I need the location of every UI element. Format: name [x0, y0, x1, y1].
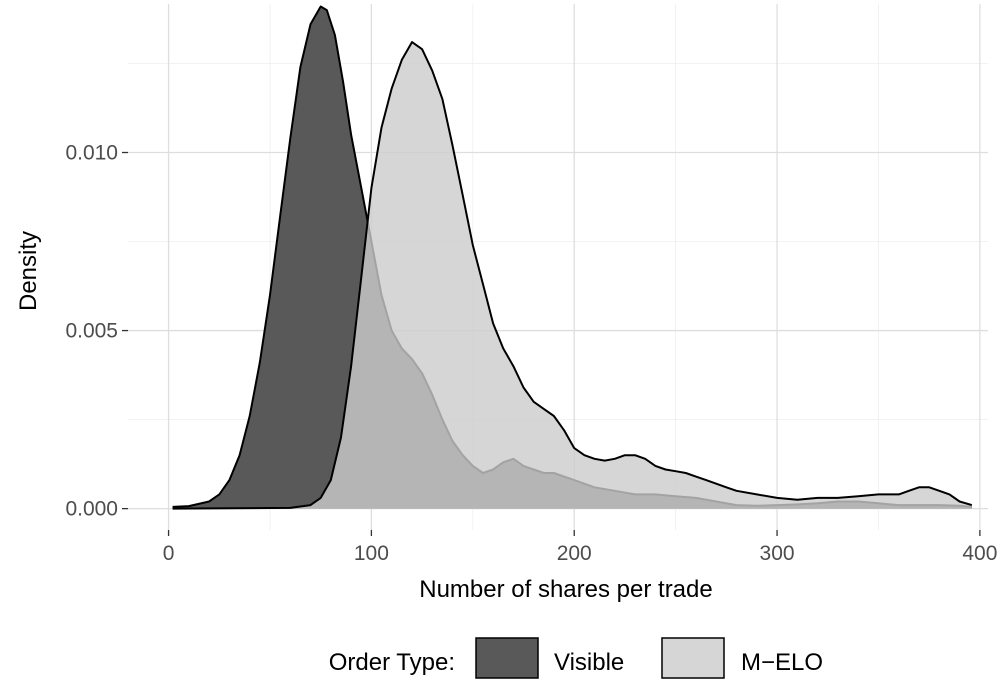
density-areas — [172, 5, 973, 510]
y-tick-label: 0.010 — [65, 142, 118, 165]
y-tick-label: 0.000 — [65, 498, 118, 521]
y-tick-label: 0.005 — [65, 320, 118, 343]
x-tick-label: 400 — [962, 542, 997, 565]
density-area-m-elo — [172, 42, 972, 509]
y-axis-title: Density — [15, 231, 42, 311]
x-tick-label: 100 — [354, 542, 389, 565]
legend-label-visible: Visible — [554, 649, 624, 676]
grid — [128, 4, 988, 530]
legend-swatch-m-elo — [661, 637, 725, 679]
legend-label-m-elo: M−ELO — [741, 649, 823, 676]
legend-title: Order Type: — [329, 649, 455, 676]
x-tick-label: 200 — [557, 542, 592, 565]
legend-swatch-visible — [475, 637, 539, 679]
legend: Order Type: Visible M−ELO — [329, 637, 823, 679]
density-line-m-elo — [172, 41, 973, 510]
axes: 0 100 200 300 400 0.000 0.005 0.010 — [65, 142, 997, 565]
density-area-visible — [172, 6, 972, 509]
x-axis-title: Number of shares per trade — [419, 576, 712, 603]
x-tick-label: 0 — [163, 542, 175, 565]
x-tick-label: 300 — [760, 542, 795, 565]
